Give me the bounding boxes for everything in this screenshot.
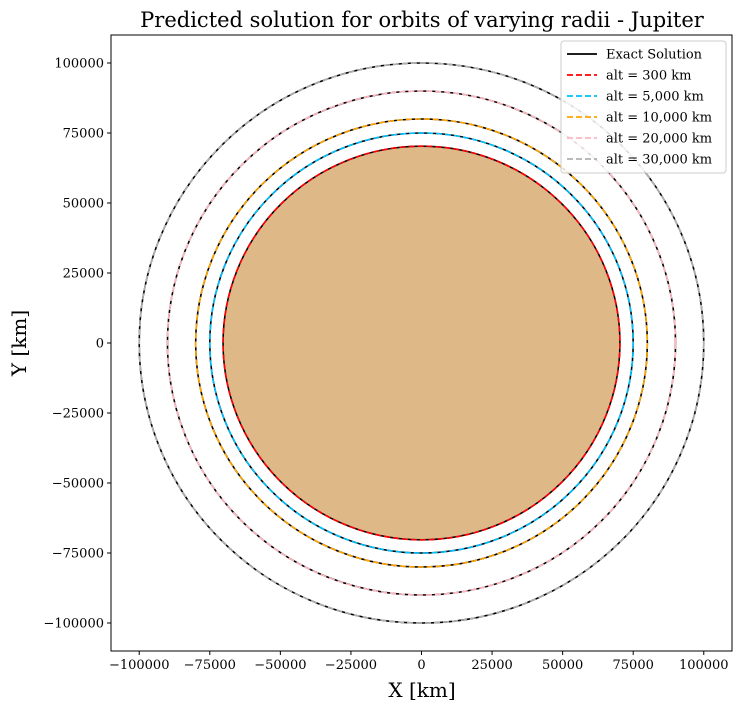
legend-label: alt = 5,000 km bbox=[606, 90, 704, 105]
predicted-orbit-5 bbox=[138, 62, 705, 624]
predicted-orbit-4 bbox=[166, 90, 677, 596]
y-tick-label: 0 bbox=[96, 337, 104, 352]
legend-label: Exact Solution bbox=[606, 48, 703, 63]
legend-box bbox=[560, 40, 727, 174]
y-tick-label: 100000 bbox=[54, 57, 104, 72]
x-tick-label: 50000 bbox=[542, 658, 583, 673]
y-tick-label: 50000 bbox=[63, 197, 104, 212]
y-tick-label: −100000 bbox=[43, 617, 104, 632]
y-tick-label: −75000 bbox=[52, 547, 104, 562]
y-axis-label: Y [km] bbox=[7, 310, 31, 377]
x-tick-label: 0 bbox=[417, 658, 425, 673]
x-axis-ticks: −100000 −75000 −50000 −25000 0 25000 50000 7500… bbox=[109, 651, 729, 673]
predicted-orbit-2 bbox=[208, 132, 635, 554]
x-tick-label: −50000 bbox=[254, 658, 306, 673]
legend: Exact Solution alt = 300 km alt = 5,000 km… bbox=[560, 40, 727, 174]
x-tick-label: −100000 bbox=[109, 658, 170, 673]
y-tick-label: 75000 bbox=[63, 127, 104, 142]
y-axis-ticks: −100000 −75000 −50000 −25000 0 25000 50000 7500… bbox=[43, 57, 111, 632]
y-tick-label: −50000 bbox=[52, 477, 104, 492]
planet-disk bbox=[223, 147, 620, 539]
legend-label: alt = 20,000 km bbox=[606, 132, 712, 147]
legend-label: alt = 300 km bbox=[606, 69, 691, 84]
legend-label: alt = 30,000 km bbox=[606, 153, 712, 168]
x-tick-label: −75000 bbox=[184, 658, 236, 673]
y-tick-label: 25000 bbox=[63, 267, 104, 282]
predicted-orbit-1 bbox=[222, 145, 621, 541]
y-tick-label: −25000 bbox=[52, 407, 104, 422]
x-tick-label: −25000 bbox=[325, 658, 377, 673]
predicted-orbit-3 bbox=[194, 118, 649, 568]
x-tick-label: 25000 bbox=[471, 658, 512, 673]
x-tick-label: 100000 bbox=[679, 658, 729, 673]
legend-label: alt = 10,000 km bbox=[606, 111, 712, 126]
x-axis-label: X [km] bbox=[388, 678, 455, 702]
x-tick-label: 75000 bbox=[613, 658, 654, 673]
plot-area bbox=[138, 62, 705, 624]
chart-title: Predicted solution for orbits of varying… bbox=[140, 8, 705, 32]
